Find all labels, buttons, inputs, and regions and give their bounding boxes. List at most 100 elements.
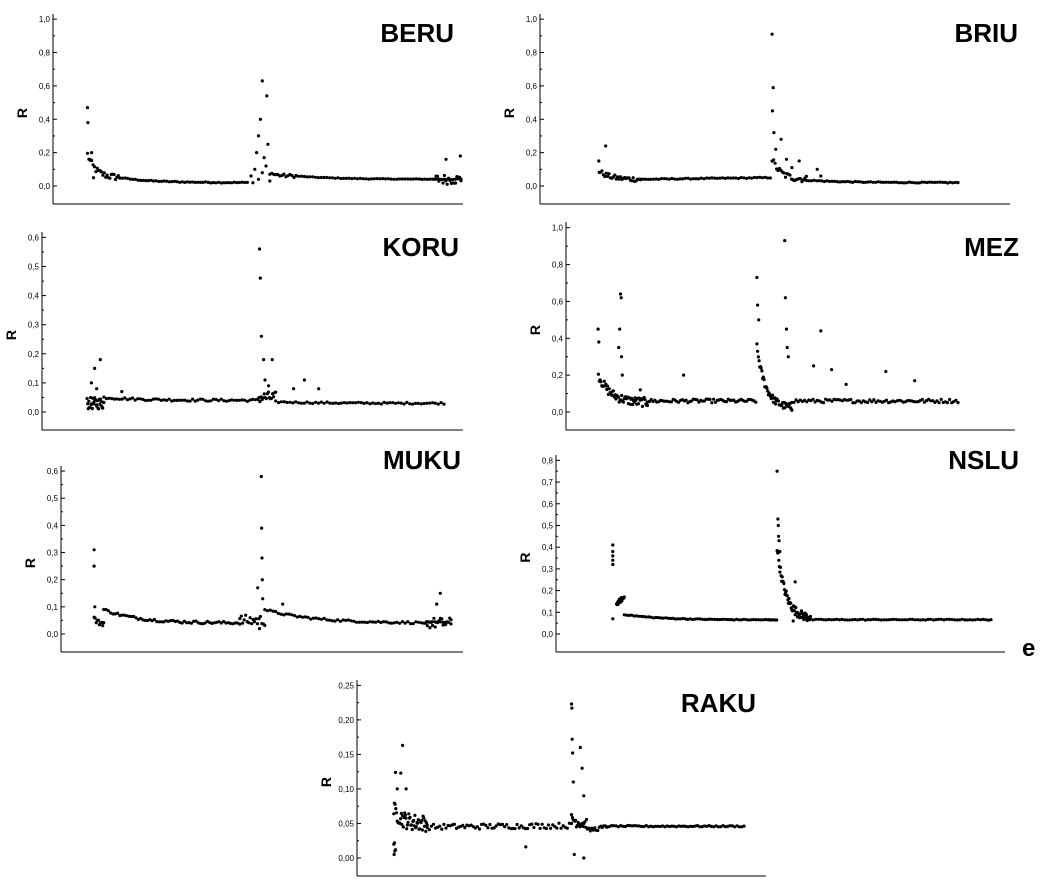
data-point <box>611 543 615 547</box>
data-point <box>110 396 114 401</box>
data-point <box>607 825 611 829</box>
data-point <box>773 402 778 406</box>
data-point <box>264 397 268 401</box>
data-point <box>274 609 278 614</box>
data-point <box>238 398 242 402</box>
data-point <box>429 824 433 828</box>
data-point <box>771 86 775 90</box>
data-point <box>414 177 418 181</box>
data-points <box>596 239 960 412</box>
data-point <box>256 586 260 590</box>
data-point <box>302 401 306 405</box>
data-point <box>935 180 940 184</box>
data-point <box>319 175 323 180</box>
data-point <box>414 620 418 624</box>
data-point <box>640 404 645 408</box>
data-point <box>705 176 709 180</box>
data-point <box>858 617 862 622</box>
data-point <box>95 387 99 391</box>
data-point <box>341 176 346 180</box>
data-point <box>792 608 796 613</box>
data-point <box>86 121 90 125</box>
data-point <box>820 179 824 183</box>
data-point <box>777 534 781 538</box>
data-point <box>227 181 231 185</box>
data-point <box>654 824 658 828</box>
data-point <box>345 401 349 405</box>
data-point <box>756 618 761 622</box>
data-point <box>266 142 270 146</box>
data-point <box>424 621 428 625</box>
data-point <box>105 173 109 177</box>
data-point <box>297 401 301 405</box>
data-point <box>618 292 623 296</box>
data-point <box>169 619 173 623</box>
data-point <box>346 618 351 622</box>
data-point <box>129 614 133 619</box>
data-point <box>742 824 746 828</box>
data-point <box>239 614 243 618</box>
data-point <box>392 852 396 857</box>
data-point <box>399 811 403 816</box>
data-point <box>777 539 781 543</box>
data-point <box>410 827 414 832</box>
data-point <box>673 617 678 621</box>
data-point <box>920 180 924 184</box>
data-point <box>311 401 315 406</box>
data-point <box>102 395 106 399</box>
data-point <box>530 822 534 826</box>
data-point <box>756 303 760 307</box>
data-point <box>649 824 653 828</box>
data-point <box>842 618 847 622</box>
data-point <box>219 181 223 185</box>
data-point <box>776 399 781 403</box>
data-point <box>754 618 758 622</box>
data-point <box>981 617 985 622</box>
data-point <box>602 379 606 383</box>
y-tick-label: 0,2 <box>28 350 40 359</box>
data-point <box>85 151 90 155</box>
data-point <box>719 825 723 829</box>
data-point <box>116 174 120 178</box>
data-point <box>336 176 340 180</box>
data-point <box>295 615 299 619</box>
data-point <box>118 397 122 401</box>
data-point <box>224 181 228 185</box>
data-point <box>708 617 712 621</box>
data-point <box>812 364 816 368</box>
data-point <box>924 618 928 622</box>
data-point <box>357 620 361 624</box>
data-point <box>887 180 891 184</box>
data-point <box>331 401 335 405</box>
data-point <box>420 828 424 832</box>
y-tick-label: 0,00 <box>338 854 354 863</box>
data-point <box>265 94 269 98</box>
data-point <box>436 402 440 406</box>
data-point <box>185 399 189 403</box>
data-point <box>86 402 90 406</box>
data-point <box>316 401 321 405</box>
data-point <box>274 390 278 394</box>
data-point <box>635 824 639 828</box>
data-point <box>618 175 623 179</box>
data-point <box>417 620 421 624</box>
data-point <box>294 400 298 404</box>
data-point <box>85 396 89 401</box>
data-point <box>319 400 323 404</box>
chart-panel-koru: 0,0 0,1 0,2 0,3 0,4 0,5 0,6 R KORU <box>3 232 463 431</box>
data-point <box>328 176 332 180</box>
data-point <box>859 401 863 405</box>
data-point <box>123 396 127 400</box>
data-point <box>183 398 187 402</box>
data-point <box>209 181 213 185</box>
data-point <box>406 177 410 181</box>
data-point <box>152 617 157 622</box>
data-point <box>832 618 836 622</box>
data-point <box>735 617 739 621</box>
data-point <box>861 180 865 184</box>
data-point <box>814 617 818 621</box>
data-point <box>358 176 362 180</box>
data-point <box>409 823 414 827</box>
data-point <box>670 824 674 828</box>
data-point <box>622 613 626 617</box>
